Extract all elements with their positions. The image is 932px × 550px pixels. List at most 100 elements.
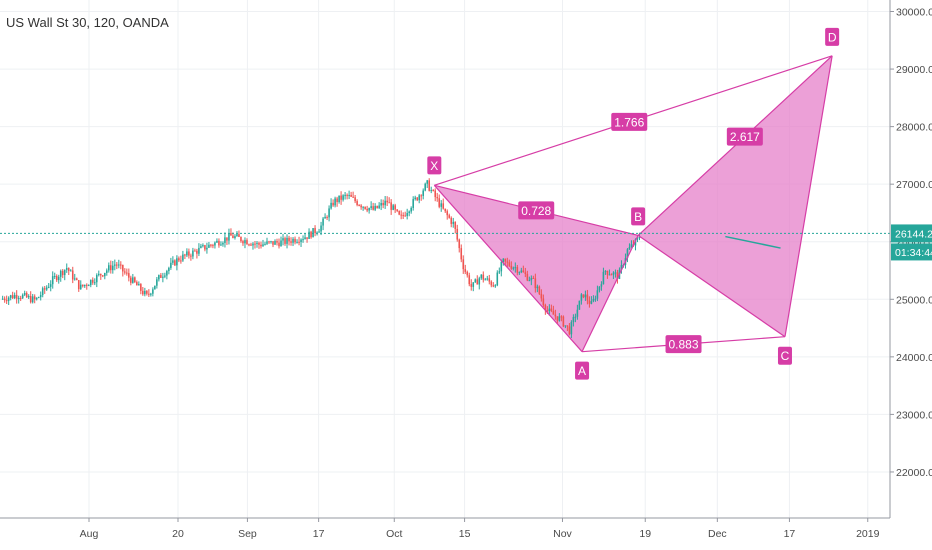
point-label-a-bg (575, 361, 590, 380)
candle-body (344, 194, 346, 196)
candle-body (140, 284, 142, 291)
candle-body (232, 235, 234, 239)
candle-body (382, 203, 384, 206)
point-label-d-bg (825, 27, 840, 46)
candle-body (508, 262, 511, 266)
candle-body (576, 309, 579, 317)
candle-body (560, 316, 563, 318)
candle-body (530, 277, 533, 281)
candle-body (482, 274, 485, 280)
candle-body (15, 295, 18, 299)
point-label-a: A (575, 361, 590, 380)
candle-body (59, 270, 62, 277)
candle-body (57, 276, 60, 281)
candle-body (366, 208, 368, 211)
candle-body (168, 267, 170, 272)
candle-body (87, 285, 90, 287)
y-tick-label: 25000.0 (896, 294, 932, 306)
candle-body (204, 245, 206, 250)
candle-body (598, 286, 601, 291)
candle-body (89, 279, 92, 286)
candle-body (126, 272, 128, 274)
candle-body (594, 298, 597, 300)
candle-body (470, 284, 473, 287)
candle-body (388, 202, 390, 204)
candle-body (188, 251, 190, 256)
candle-body (554, 314, 557, 317)
candle-body (462, 259, 465, 270)
candle-body (490, 281, 493, 286)
candle-body (292, 238, 294, 243)
candle-body (270, 241, 272, 243)
candle-body (196, 250, 198, 254)
candle-body (130, 277, 132, 283)
candle-body (246, 240, 248, 245)
candle-body (116, 264, 118, 266)
candle-body (402, 215, 404, 217)
candle-body (496, 272, 499, 286)
candle-body (522, 270, 525, 273)
candle-body (53, 275, 56, 277)
candle-body (164, 275, 166, 277)
candle-body (274, 240, 276, 245)
countdown-badge: 01:34:44 (891, 243, 932, 261)
candle-body (172, 260, 174, 263)
chart-title: US Wall St 30, 120, OANDA (6, 15, 169, 30)
candle-body (586, 294, 589, 301)
candle-body (110, 265, 112, 271)
y-tick-label: 22000.0 (896, 467, 932, 479)
candle-body (258, 242, 260, 245)
candle-body (532, 277, 535, 279)
candle-body (342, 195, 344, 200)
candle-body (512, 267, 515, 269)
candle-body (474, 279, 477, 283)
candle-body (1, 298, 4, 300)
candle-body (506, 261, 509, 263)
ratio-label-b-d-bg (726, 127, 763, 146)
candle-body (440, 203, 443, 207)
countdown-value: 01:34:44 (895, 247, 932, 259)
candle-body (39, 295, 42, 298)
candle-body (356, 201, 358, 205)
candle-body (346, 194, 348, 196)
candle-body (634, 239, 637, 246)
candle-body (230, 233, 232, 236)
candle-body (390, 202, 392, 210)
candle-body (570, 322, 573, 335)
candle-body (546, 310, 549, 312)
candle-body (466, 271, 469, 276)
candle-body (118, 264, 120, 266)
candle-body (182, 254, 184, 261)
pattern-leg-bc (637, 234, 786, 338)
point-label-c-text: C (781, 349, 790, 363)
candle-body (152, 289, 154, 294)
point-label-c-bg (777, 346, 792, 365)
bcd-triangle (638, 55, 833, 337)
candle-body (504, 258, 507, 262)
candle-body (93, 282, 96, 284)
point-label-c: C (777, 346, 792, 365)
candle-body (604, 270, 607, 272)
candle-body (350, 194, 352, 197)
candle-body (29, 296, 32, 303)
candle-body (248, 244, 250, 246)
candle-body (614, 272, 617, 274)
candle-body (608, 274, 611, 276)
candle-body (13, 295, 16, 299)
projection-segment (725, 235, 781, 249)
candle-body (498, 271, 501, 273)
candle-body (37, 297, 40, 299)
candle-body (448, 215, 451, 218)
candle-body (596, 290, 599, 299)
harmonic-pattern-fill (434, 55, 833, 352)
candle-body (97, 273, 100, 276)
candle-body (122, 264, 124, 272)
candle-body (148, 293, 150, 295)
current-price-badge: 26144.2 (891, 224, 932, 243)
candle-body (326, 216, 328, 218)
x-tick-label: 15 (459, 528, 471, 540)
candle-body (290, 241, 292, 243)
candle-body (224, 237, 226, 243)
candle-body (420, 195, 422, 197)
